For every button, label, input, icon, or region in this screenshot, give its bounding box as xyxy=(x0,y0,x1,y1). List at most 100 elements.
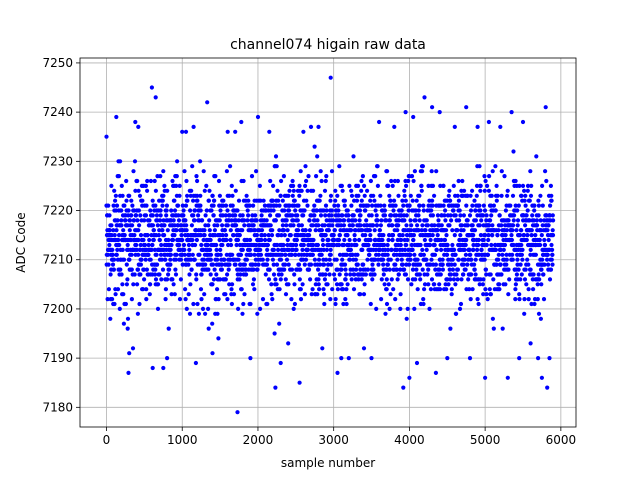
data-point-2361 xyxy=(462,188,467,193)
data-point-1317 xyxy=(303,257,309,262)
data-point-1884 xyxy=(389,277,394,282)
data-point-624 xyxy=(198,287,204,292)
data-point-1058 xyxy=(264,218,269,223)
data-point-2727 xyxy=(517,297,522,302)
data-point-2317 xyxy=(455,228,460,233)
data-point-99 xyxy=(119,223,124,228)
data-point-191 xyxy=(133,188,138,193)
data-point-2433 xyxy=(472,228,478,233)
data-point-1684 xyxy=(359,178,364,184)
data-point-1099 xyxy=(270,257,275,262)
data-point-707 xyxy=(211,203,216,208)
data-point-2422 xyxy=(471,247,476,252)
data-point-246 xyxy=(141,267,146,272)
data-point-400 xyxy=(165,277,170,282)
data-point-1450 xyxy=(324,257,329,262)
data-point-2126 xyxy=(426,183,431,188)
data-point-2965 xyxy=(165,356,170,361)
data-point-312 xyxy=(151,237,156,243)
data-point-1309 xyxy=(302,262,307,267)
data-point-331 xyxy=(154,252,159,257)
data-point-594 xyxy=(194,174,199,179)
data-point-543 xyxy=(186,292,191,297)
data-point-186 xyxy=(132,272,137,277)
data-point-2036 xyxy=(412,169,417,174)
data-point-2782 xyxy=(525,188,530,193)
data-point-2103 xyxy=(422,282,428,287)
data-point-922 xyxy=(244,272,249,277)
data-point-1746 xyxy=(368,178,373,184)
data-point-713 xyxy=(212,223,217,228)
data-point-1559 xyxy=(340,188,345,193)
data-point-1448 xyxy=(323,178,328,184)
data-point-307 xyxy=(150,223,156,228)
data-point-567 xyxy=(190,237,195,243)
data-point-2583 xyxy=(495,193,500,198)
data-point-2070 xyxy=(417,262,423,267)
data-point-1478 xyxy=(328,297,333,302)
data-point-3003 xyxy=(433,370,438,375)
data-point-292 xyxy=(148,257,153,262)
data-point-652 xyxy=(203,262,208,267)
data-point-1077 xyxy=(267,267,272,272)
data-point-2430 xyxy=(472,198,477,203)
data-point-2608 xyxy=(499,272,504,277)
data-point-1024 xyxy=(259,213,264,218)
data-point-566 xyxy=(190,164,195,169)
data-point-3013 xyxy=(505,375,510,380)
data-point-249 xyxy=(142,218,147,223)
data-point-1522 xyxy=(334,282,340,287)
data-point-267 xyxy=(144,267,149,272)
data-point-2783 xyxy=(525,183,531,188)
data-point-3002 xyxy=(430,105,435,110)
data-point-1899 xyxy=(392,198,397,203)
data-point-1014 xyxy=(258,306,263,311)
data-point-1916 xyxy=(394,252,399,257)
data-point-1088 xyxy=(269,282,274,287)
data-point-2935 xyxy=(548,267,554,272)
data-point-1392 xyxy=(315,292,320,297)
data-point-1893 xyxy=(391,287,396,292)
data-point-649 xyxy=(202,188,207,193)
data-point-601 xyxy=(195,301,200,307)
data-point-2801 xyxy=(528,247,533,252)
data-point-3009 xyxy=(475,124,480,129)
y-tick-label: 7210 xyxy=(42,253,73,267)
data-point-829 xyxy=(230,282,235,287)
data-point-1943 xyxy=(398,242,403,248)
data-point-1882 xyxy=(389,247,394,252)
data-point-562 xyxy=(189,267,194,272)
data-point-2321 xyxy=(455,203,461,208)
data-point-334 xyxy=(155,262,160,267)
data-point-2853 xyxy=(536,213,541,218)
data-point-2700 xyxy=(513,287,518,292)
data-point-82 xyxy=(116,174,121,179)
data-point-1247 xyxy=(293,252,298,257)
data-point-1279 xyxy=(298,267,303,272)
data-point-361 xyxy=(159,242,164,248)
x-tick-label: 6000 xyxy=(546,433,577,447)
data-point-1751 xyxy=(369,213,374,218)
data-point-1557 xyxy=(340,213,345,218)
data-point-2437 xyxy=(473,272,478,277)
data-point-2970 xyxy=(205,100,210,105)
data-point-54 xyxy=(112,233,117,238)
data-point-879 xyxy=(237,277,242,282)
data-point-1384 xyxy=(314,174,319,179)
data-point-1073 xyxy=(266,277,272,282)
data-point-212 xyxy=(136,188,141,193)
data-point-2877 xyxy=(540,257,545,262)
data-point-1062 xyxy=(265,301,270,307)
data-point-1252 xyxy=(294,242,299,248)
data-point-1584 xyxy=(344,287,349,292)
data-point-2550 xyxy=(490,169,495,174)
data-point-458 xyxy=(173,257,178,262)
data-point-1567 xyxy=(341,242,346,248)
data-point-435 xyxy=(170,277,175,282)
data-point-1017 xyxy=(258,198,263,203)
data-point-16 xyxy=(106,287,111,292)
data-point-1080 xyxy=(268,213,273,218)
data-point-753 xyxy=(218,208,223,213)
data-point-2414 xyxy=(470,188,475,193)
data-point-455 xyxy=(173,267,178,272)
